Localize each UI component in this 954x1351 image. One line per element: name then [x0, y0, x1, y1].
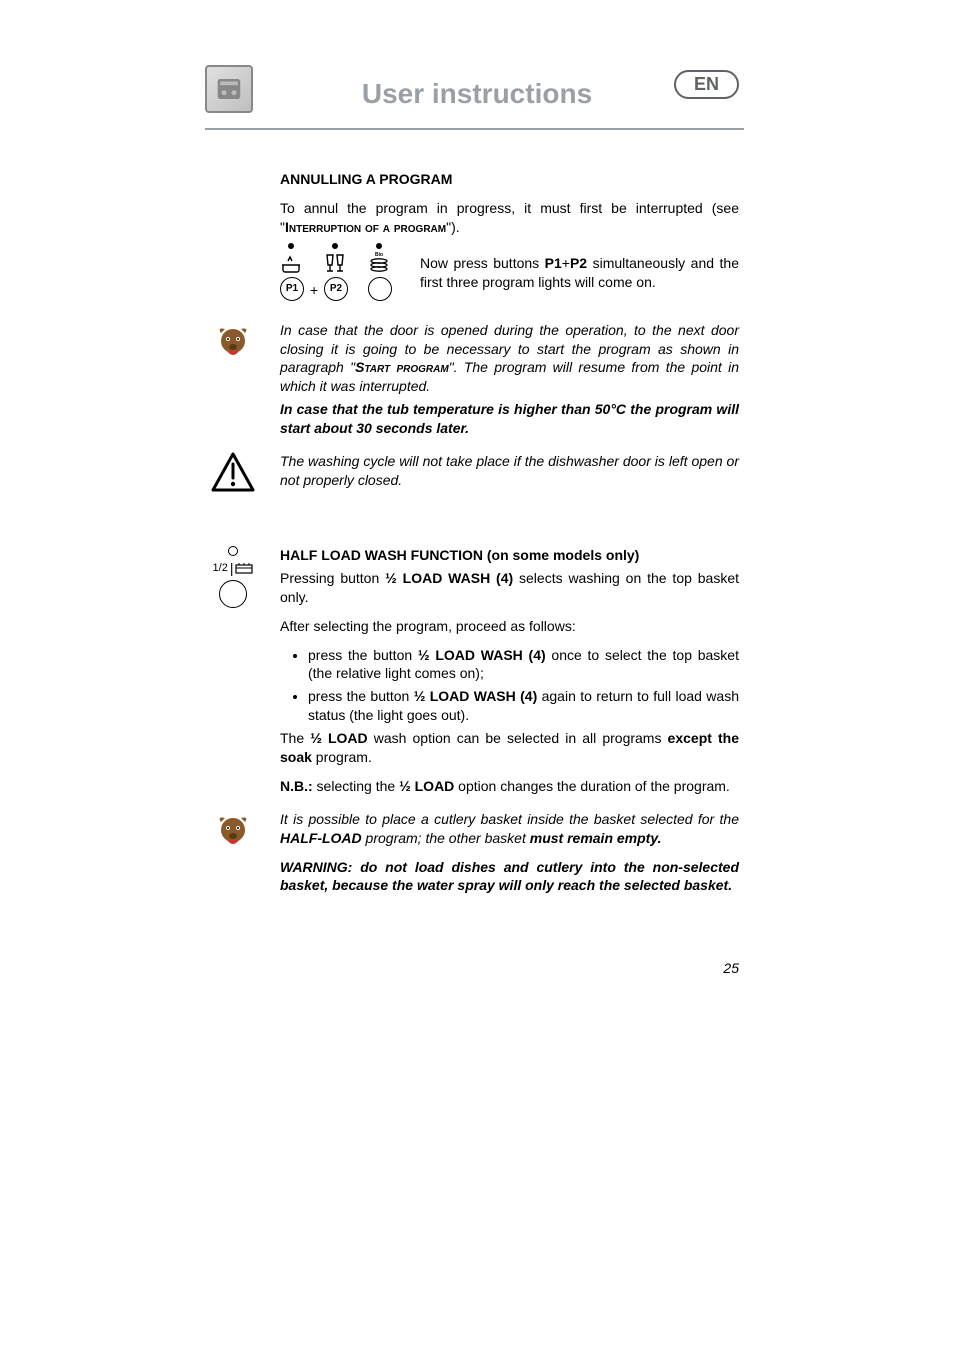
hl-nb-a: selecting the	[313, 778, 399, 794]
glasses-icon	[324, 253, 346, 280]
plus-icon: +	[310, 281, 318, 300]
hl-p1-a: Pressing button	[280, 570, 385, 586]
mascot-icon	[209, 810, 257, 858]
p1-button-icon: P1	[280, 277, 304, 301]
language-badge: EN	[674, 70, 739, 99]
press-p2: P2	[570, 255, 587, 271]
warning-icon	[211, 452, 255, 492]
hl-p1-btn: ½ LOAD WASH (4)	[385, 570, 513, 586]
door-note-c: In case that the tub temperature is high…	[280, 400, 739, 438]
p2-button-icon: P2	[324, 277, 348, 301]
page-number: 25	[723, 960, 739, 976]
press-p1: P1	[545, 255, 562, 271]
hl-p2: After selecting the program, proceed as …	[280, 617, 739, 636]
basket-icon	[235, 562, 253, 574]
hl-p3-a: The	[280, 730, 310, 746]
halfload-button-icon	[219, 580, 247, 608]
hl-nb-label: N.B.:	[280, 778, 313, 794]
hl-b1-btn: ½ LOAD WASH (4)	[418, 647, 546, 663]
content: ANNULLING A PROGRAM To annul the program…	[280, 170, 739, 909]
page-title: User instructions	[0, 78, 954, 110]
halfload-section: HALF LOAD WASH FUNCTION (on some models …	[280, 546, 739, 796]
door-warning: The washing cycle will not take place if…	[280, 452, 739, 490]
halfload-bullets: press the button ½ LOAD WASH (4) once to…	[280, 646, 739, 726]
halfload-label: 1/2	[213, 562, 228, 574]
door-note: In case that the door is opened during t…	[280, 321, 739, 438]
hln-b: HALF-LOAD	[280, 830, 362, 846]
dishes-icon: Bio	[368, 251, 390, 280]
mascot-icon	[209, 321, 257, 369]
hl-bullet-2: press the button ½ LOAD WASH (4) again t…	[308, 687, 739, 725]
pot-icon	[280, 255, 302, 280]
hl-nb-b: option changes the duration of the progr…	[454, 778, 730, 794]
hl-nb-btn: ½ LOAD	[399, 778, 454, 794]
annulling-heading: ANNULLING A PROGRAM	[280, 171, 452, 187]
header-rule	[205, 128, 744, 130]
press-plus: +	[562, 255, 570, 271]
halfload-heading: HALF LOAD WASH FUNCTION (on some models …	[280, 546, 739, 565]
hln-c: program; the other basket	[362, 830, 530, 846]
annulling-intro-ref: Interruption of a program	[285, 219, 446, 235]
door-note-ref: Start program	[355, 359, 449, 375]
halfload-icon: 1/2 |	[209, 546, 257, 608]
hln-d: must remain empty.	[530, 830, 662, 846]
annulling-intro: To annul the program in progress, it mus…	[280, 199, 739, 237]
language-code: EN	[674, 70, 739, 99]
halfload-led-icon	[228, 546, 238, 556]
hl-p3-b: wash option can be selected in all progr…	[368, 730, 668, 746]
hln-a: It is possible to place a cutlery basket…	[280, 811, 739, 827]
hl-b2-btn: ½ LOAD WASH (4)	[414, 688, 538, 704]
hl-b1-a: press the button	[308, 647, 418, 663]
halfload-note: It is possible to place a cutlery basket…	[280, 810, 739, 896]
annulling-press-text: Now press buttons P1+P2 simultaneously a…	[420, 254, 739, 292]
hln-warn: WARNING: do not load dishes and cutlery …	[280, 858, 739, 896]
annulling-intro-b: ").	[446, 219, 460, 235]
p1-p2-diagram: Bio P1 + P2	[280, 243, 400, 303]
hl-bullet-1: press the button ½ LOAD WASH (4) once to…	[308, 646, 739, 684]
svg-text:Bio: Bio	[375, 252, 383, 258]
hl-p3-btn: ½ LOAD	[310, 730, 367, 746]
hl-b2-a: press the button	[308, 688, 414, 704]
press-a: Now press buttons	[420, 255, 545, 271]
page: User instructions EN ANNULLING A PROGRAM…	[0, 0, 954, 1351]
blank-button-icon	[368, 277, 392, 301]
hl-p3-d: program.	[312, 749, 372, 765]
